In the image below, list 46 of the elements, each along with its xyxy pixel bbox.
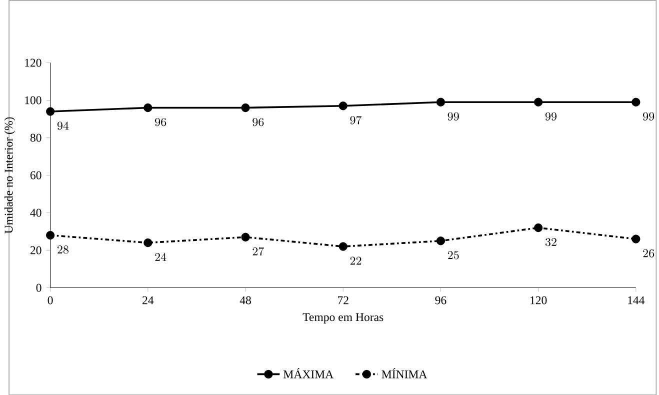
point <box>46 106 55 116</box>
data-label: 99 <box>643 112 654 120</box>
data-label: 28 <box>58 245 68 254</box>
legend-label: MÍNIMA <box>382 368 428 378</box>
data-label: 97 <box>350 116 362 124</box>
data-label: 32 <box>545 238 556 246</box>
y-tick-label: 100 <box>25 96 42 104</box>
point <box>241 232 250 242</box>
point <box>241 103 250 112</box>
data-label: 26 <box>643 249 654 258</box>
y-tick-label: 20 <box>30 246 42 254</box>
point <box>632 234 640 244</box>
x-axis-title: Tempo em Horas <box>302 313 384 324</box>
y-tick-label: 60 <box>30 171 42 180</box>
x-tick-label: 72 <box>338 296 348 304</box>
point <box>436 98 446 106</box>
point <box>144 238 152 247</box>
data-label: 24 <box>155 252 166 261</box>
data-label: 22 <box>350 256 362 264</box>
y-tick-label: 120 <box>25 58 42 67</box>
point <box>534 98 543 106</box>
x-tick-label: 24 <box>142 296 154 304</box>
x-tick-label: 144 <box>628 296 645 304</box>
data-label: 94 <box>57 121 69 130</box>
x-tick-label: 0 <box>48 296 53 304</box>
y-tick-label: 40 <box>30 208 42 217</box>
data-label: 99 <box>545 112 557 120</box>
point <box>144 103 152 112</box>
x-tick-label: 120 <box>530 296 547 304</box>
point <box>338 101 348 110</box>
y-tick-label: 80 <box>30 134 42 142</box>
point <box>436 236 446 246</box>
point <box>46 230 55 240</box>
data-label: 96 <box>155 118 166 126</box>
x-tick-label: 48 <box>240 296 251 304</box>
legend-label: MÁXIMA <box>284 368 334 378</box>
data-label: 27 <box>252 247 264 256</box>
y-axis-title: Umidade no Interior (%) <box>4 117 16 234</box>
point <box>632 98 640 106</box>
point <box>338 242 348 251</box>
data-label: 96 <box>252 118 264 126</box>
point <box>534 223 543 232</box>
x-tick-label: 96 <box>435 296 446 304</box>
data-label: 25 <box>448 250 459 260</box>
y-tick-label: 0 <box>36 284 42 292</box>
data-label: 99 <box>448 112 459 120</box>
